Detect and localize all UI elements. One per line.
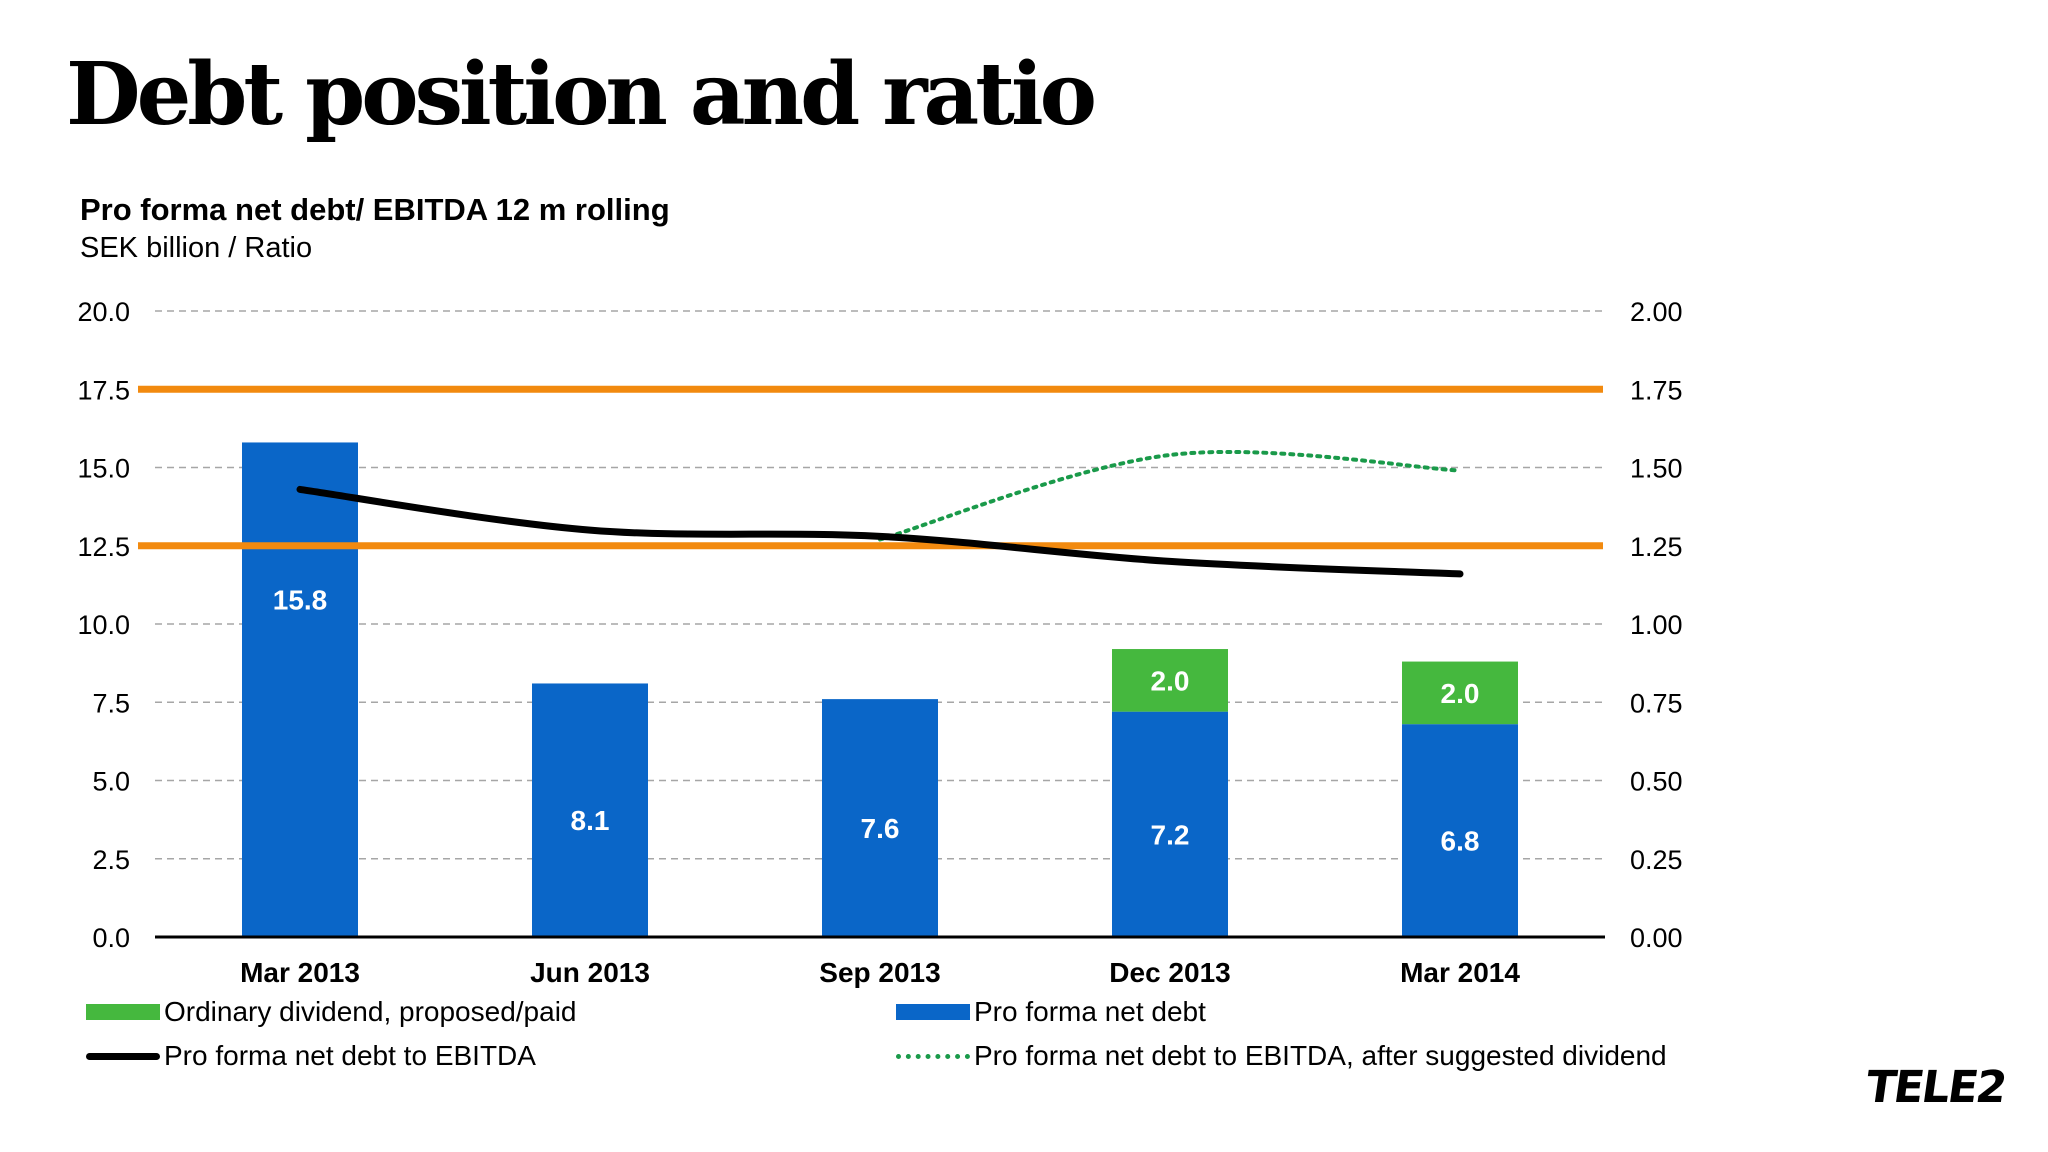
y-right-tick-label: 0.75: [1630, 688, 1683, 718]
y-left-tick-label: 2.5: [92, 845, 130, 875]
y-right-tick-label: 1.50: [1630, 454, 1683, 484]
tele2-logo: TELE2: [1862, 1062, 2009, 1113]
y-left-tick-label: 0.0: [92, 923, 130, 953]
legend-label-ratio-after-dividend: Pro forma net debt to EBITDA, after sugg…: [974, 1040, 1667, 1071]
y-left-tick-label: 10.0: [77, 610, 130, 640]
line-ratio-after-dividend: [878, 449, 1462, 542]
legend-swatch-dividend: [86, 1004, 160, 1020]
y-right-tick-label: 1.25: [1630, 532, 1683, 562]
bar-net-debt: [242, 442, 358, 937]
y-right-tick-label: 1.75: [1630, 375, 1683, 405]
data-label-net-debt: 15.8: [273, 585, 328, 616]
data-label-dividend: 2.0: [1441, 678, 1480, 709]
legend-line-ratio-after-dividend: [896, 1053, 970, 1059]
y-left-tick-label: 15.0: [77, 454, 130, 484]
chart-title: Pro forma net debt/ EBITDA 12 m rolling: [80, 192, 670, 227]
bar-dividend: [1112, 649, 1228, 712]
x-tick-label: Mar 2014: [1400, 957, 1520, 988]
bar-dividend: [1402, 661, 1518, 725]
legend-label-dividend: Ordinary dividend, proposed/paid: [164, 996, 577, 1027]
y-left-tick-label: 5.0: [92, 767, 130, 797]
line-ratio: [296, 485, 1464, 578]
legend-item-ratio-after-dividend: Pro forma net debt to EBITDA, after sugg…: [896, 1040, 1667, 1072]
legend-label-net-debt: Pro forma net debt: [974, 996, 1206, 1027]
legend-item-net-debt: Pro forma net debt: [896, 996, 1206, 1028]
bar-net-debt: [822, 699, 938, 937]
legend-line-ratio: [86, 1052, 160, 1060]
bar-net-debt: [1402, 724, 1518, 937]
data-label-net-debt: 8.1: [571, 805, 610, 836]
bar-net-debt: [532, 683, 648, 937]
x-tick-label: Jun 2013: [530, 957, 650, 988]
chart-subtitle: SEK billion / Ratio: [80, 232, 313, 264]
data-label-net-debt: 6.8: [1441, 826, 1480, 857]
y-right-tick-label: 2.00: [1630, 297, 1683, 327]
y-left-tick-label: 17.5: [77, 375, 130, 405]
y-right-tick-label: 0.50: [1630, 767, 1683, 797]
y-left-tick-label: 20.0: [77, 297, 130, 327]
data-label-net-debt: 7.2: [1151, 819, 1190, 850]
legend-item-dividend: Ordinary dividend, proposed/paid: [86, 996, 576, 1028]
y-right-tick-label: 0.00: [1630, 923, 1683, 953]
data-label-net-debt: 7.6: [861, 813, 900, 844]
legend-swatch-net-debt: [896, 1004, 970, 1020]
bar-net-debt: [1112, 711, 1228, 937]
data-label-dividend: 2.0: [1151, 665, 1190, 696]
y-left-tick-label: 12.5: [77, 532, 130, 562]
x-tick-label: Sep 2013: [819, 957, 940, 988]
legend-label-ratio: Pro forma net debt to EBITDA: [164, 1040, 536, 1071]
y-right-tick-label: 1.00: [1630, 610, 1683, 640]
y-right-tick-label: 0.25: [1630, 845, 1683, 875]
x-tick-label: Dec 2013: [1109, 957, 1230, 988]
y-left-tick-label: 7.5: [92, 688, 130, 718]
x-tick-label: Mar 2013: [240, 957, 360, 988]
page-title: Debt position and ratio: [66, 44, 1097, 145]
legend-item-ratio: Pro forma net debt to EBITDA: [86, 1040, 536, 1072]
